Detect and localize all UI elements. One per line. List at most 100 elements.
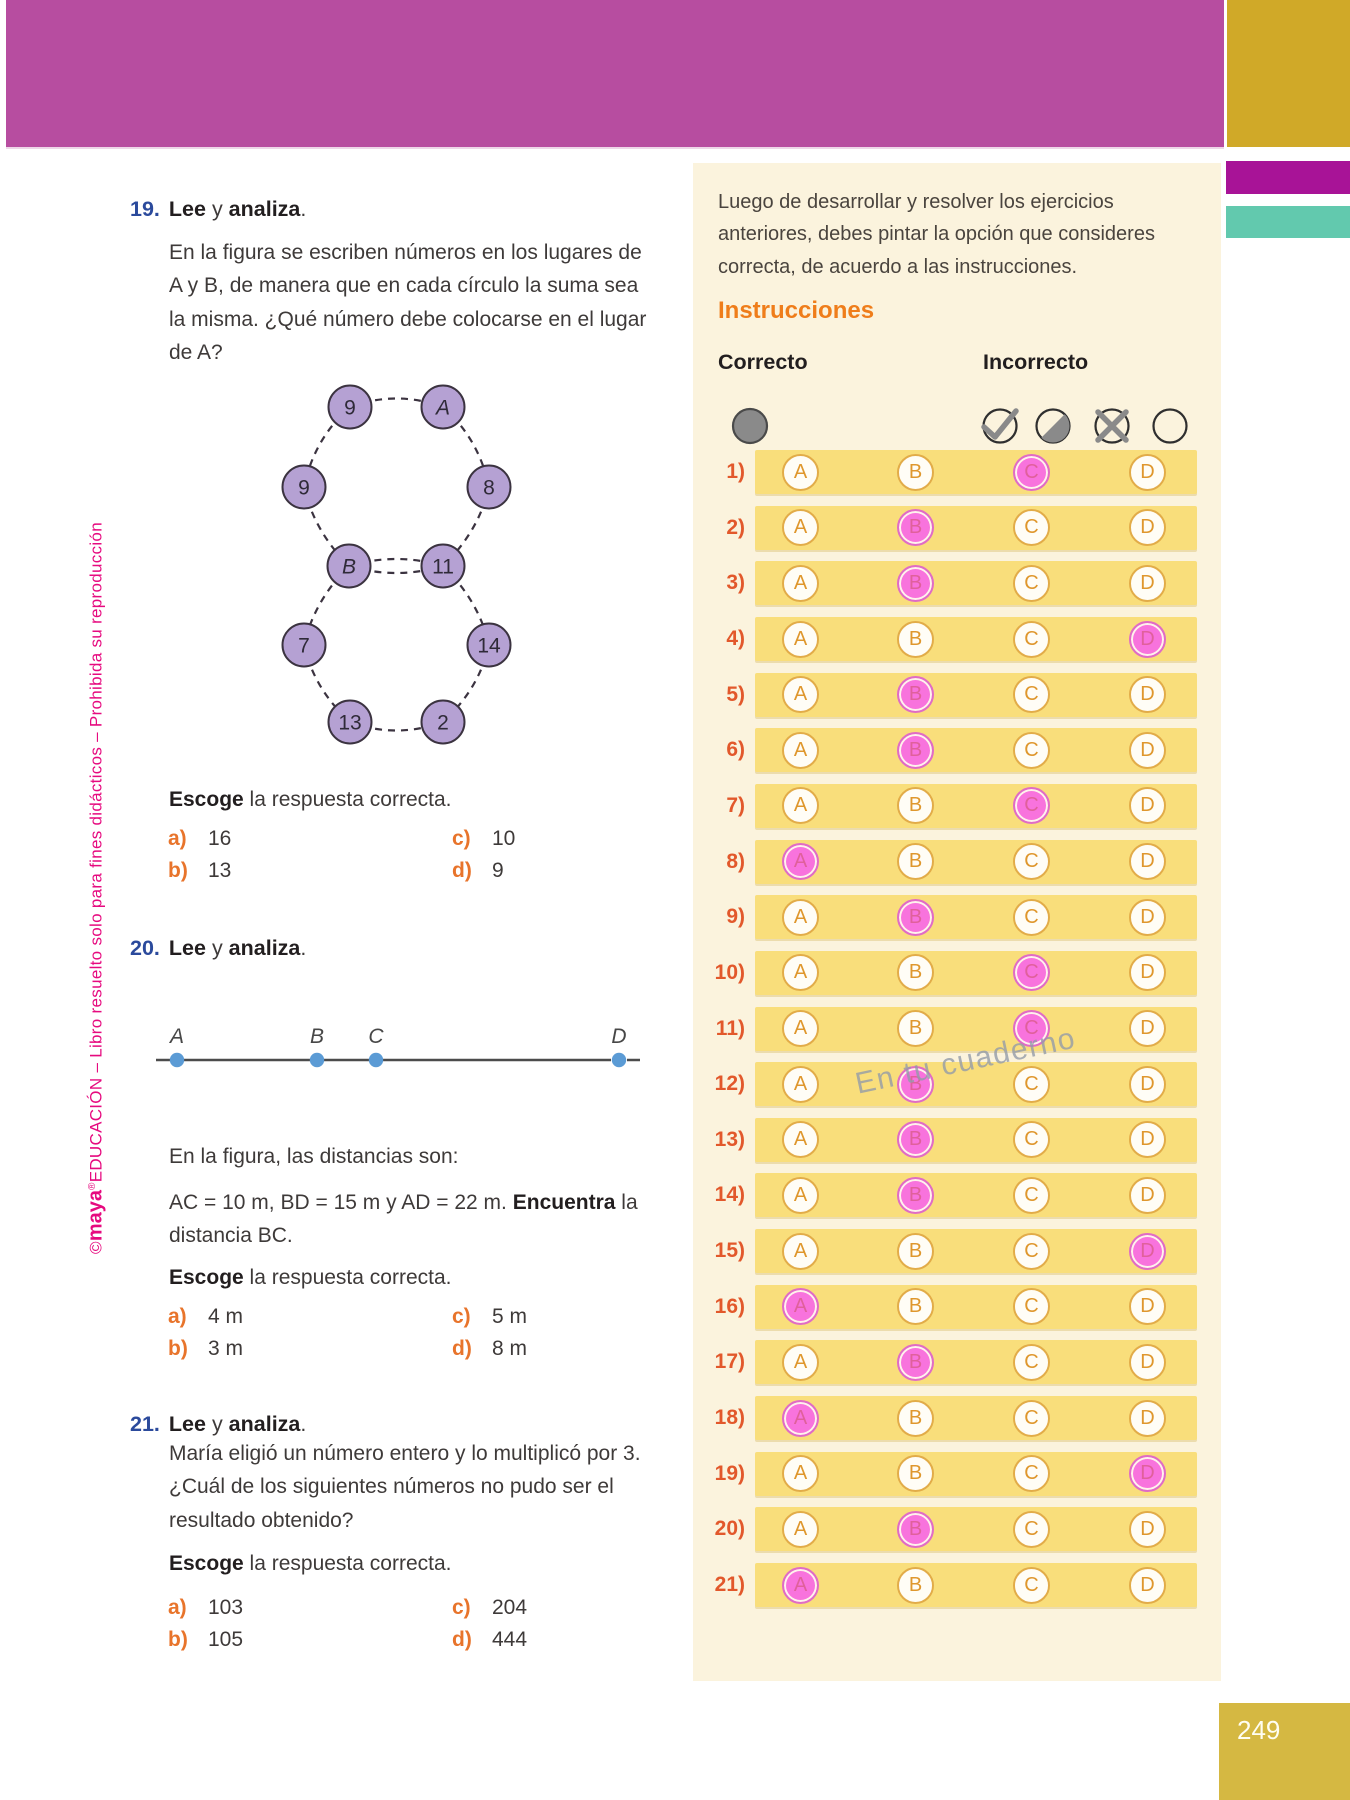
answer-bubble[interactable]: B <box>897 564 934 602</box>
answer-row: A B C D <box>755 450 1197 494</box>
answer-bubble[interactable]: A <box>782 1343 819 1381</box>
answer-bubble[interactable]: D <box>1129 1232 1166 1270</box>
answer-bubble[interactable]: A <box>782 1510 819 1548</box>
answer-bubble[interactable]: B <box>897 453 934 491</box>
answer-bubble[interactable]: C <box>1013 1010 1050 1047</box>
answer-bubble[interactable]: B <box>897 787 934 825</box>
answer-bubble[interactable]: B <box>897 1399 934 1437</box>
answer-bubble[interactable]: B <box>897 954 934 992</box>
answer-bubble[interactable]: A <box>782 620 819 658</box>
answer-bubble[interactable]: B <box>897 1510 934 1548</box>
answer-bubble[interactable]: A <box>782 564 819 602</box>
answer-bubble[interactable]: A <box>782 453 819 491</box>
answer-bubble[interactable]: C <box>1013 1510 1050 1548</box>
answer-bubble[interactable]: D <box>1129 1510 1166 1548</box>
answer-bubble[interactable]: D <box>1129 898 1166 936</box>
answer-bubble[interactable]: A <box>782 1232 819 1270</box>
answer-bubble[interactable]: D <box>1129 1399 1166 1437</box>
answer-bubble[interactable]: B <box>897 1010 934 1047</box>
answer-bubble[interactable]: B <box>897 843 934 881</box>
answer-bubble[interactable]: C <box>1013 731 1050 769</box>
answer-bubble[interactable]: A <box>782 1455 819 1493</box>
answer-bubble[interactable]: D <box>1129 954 1166 992</box>
answer-bubble[interactable]: C <box>1013 1399 1050 1437</box>
answer-row-number: 1) <box>726 460 745 483</box>
answer-bubble[interactable]: A <box>782 1288 819 1326</box>
answer-bubble[interactable]: C <box>1013 898 1050 936</box>
answer-bubble[interactable]: C <box>1013 1455 1050 1493</box>
answer-bubble[interactable]: B <box>897 1566 934 1604</box>
answer-bubble[interactable]: A <box>782 1121 819 1159</box>
answer-bubble[interactable]: D <box>1129 1566 1166 1604</box>
answer-bubble[interactable]: D <box>1129 509 1166 547</box>
answer-bubble[interactable]: D <box>1129 1065 1166 1103</box>
answer-bubble[interactable]: B <box>897 1343 934 1381</box>
answer-row-number: 20) <box>714 1517 745 1541</box>
answer-bubble[interactable]: D <box>1129 564 1166 602</box>
answer-bubble[interactable]: D <box>1129 1455 1166 1493</box>
answer-bubble[interactable]: A <box>782 1010 819 1047</box>
answer-bubble[interactable]: A <box>782 898 819 936</box>
answer-bubble[interactable]: D <box>1129 453 1166 491</box>
answer-bubble[interactable]: D <box>1129 787 1166 825</box>
answer-bubble[interactable]: C <box>1013 453 1050 491</box>
number-line-point-label: C <box>368 1025 384 1048</box>
answer-bubble[interactable]: C <box>1013 1566 1050 1604</box>
number-line-point-label: D <box>611 1025 626 1048</box>
top-magenta-bar <box>6 0 1224 147</box>
answer-bubble[interactable]: A <box>782 1399 819 1437</box>
answer-bubble[interactable]: C <box>1013 564 1050 602</box>
answer-bubble[interactable]: D <box>1129 1121 1166 1159</box>
answer-bubble[interactable]: A <box>782 954 819 992</box>
answer-bubble[interactable]: C <box>1013 843 1050 881</box>
answer-bubble[interactable]: C <box>1013 509 1050 547</box>
exercise-21-body: María eligió un número entero y lo multi… <box>169 1442 641 1532</box>
copyright-symbol: © <box>86 1241 106 1254</box>
answer-bubble[interactable]: B <box>897 620 934 658</box>
answer-bubble[interactable]: C <box>1013 1288 1050 1326</box>
answer-bubble[interactable]: A <box>782 1176 819 1214</box>
option-b: b) 13 <box>168 859 232 882</box>
answer-bubble[interactable]: B <box>897 676 934 714</box>
answer-bubble[interactable]: B <box>897 1065 934 1103</box>
answer-bubble[interactable]: A <box>782 731 819 769</box>
answer-bubble[interactable]: A <box>782 1065 819 1103</box>
answer-bubble[interactable]: D <box>1129 1343 1166 1381</box>
answer-bubble[interactable]: C <box>1013 620 1050 658</box>
option-d: d) 9 <box>452 859 504 882</box>
answer-bubble[interactable]: B <box>897 1288 934 1326</box>
answer-bubble[interactable]: A <box>782 1566 819 1604</box>
answer-bubble[interactable]: B <box>897 1121 934 1159</box>
answer-bubble[interactable]: A <box>782 509 819 547</box>
answer-panel-intro: Luego de desarrollar y resolver los ejer… <box>718 191 1155 278</box>
answer-bubble[interactable]: D <box>1129 620 1166 658</box>
answer-bubble[interactable]: C <box>1013 676 1050 714</box>
answer-row-number: 8) <box>726 849 745 873</box>
answer-bubble[interactable]: C <box>1013 954 1050 992</box>
answer-bubble[interactable]: D <box>1129 1288 1166 1326</box>
answer-bubble[interactable]: C <box>1013 1065 1050 1103</box>
answer-bubble[interactable]: C <box>1013 1121 1050 1159</box>
answer-row-number: 6) <box>726 738 745 762</box>
answer-bubble[interactable]: D <box>1129 676 1166 714</box>
answer-bubble[interactable]: D <box>1129 1176 1166 1214</box>
answer-bubble[interactable]: A <box>782 787 819 825</box>
answer-bubble[interactable]: C <box>1013 1232 1050 1270</box>
answer-bubble[interactable]: B <box>897 731 934 769</box>
answer-bubble[interactable]: B <box>897 898 934 936</box>
answer-bubble[interactable]: A <box>782 676 819 714</box>
answer-bubble[interactable]: B <box>897 1232 934 1270</box>
answer-bubble[interactable]: C <box>1013 1176 1050 1214</box>
exercise-20-heading: 20. Lee y analiza. <box>130 936 307 960</box>
filled-circle-icon <box>731 407 769 445</box>
answer-bubble[interactable]: B <box>897 1455 934 1493</box>
answer-bubble[interactable]: D <box>1129 843 1166 881</box>
answer-bubble[interactable]: D <box>1129 1010 1166 1047</box>
answer-bubble[interactable]: C <box>1013 1343 1050 1381</box>
answer-bubble[interactable]: C <box>1013 787 1050 825</box>
answer-bubble[interactable]: D <box>1129 731 1166 769</box>
answer-bubble[interactable]: B <box>897 509 934 547</box>
answer-bubble[interactable]: A <box>782 843 819 881</box>
answer-bubble[interactable]: B <box>897 1176 934 1214</box>
instructions-title: Instrucciones <box>718 297 875 324</box>
